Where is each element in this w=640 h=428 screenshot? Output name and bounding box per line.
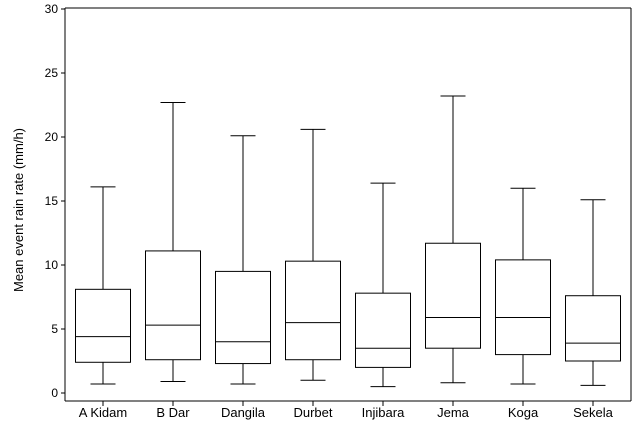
y-tick-label: 25 (45, 66, 59, 80)
iqr-box (145, 250, 201, 361)
box-sekela (565, 199, 621, 386)
box-jema (425, 95, 481, 384)
iqr-box (355, 292, 411, 368)
iqr-box (495, 259, 551, 356)
x-tick-label: Sekela (573, 405, 614, 420)
x-tick-label: A Kidam (79, 405, 127, 420)
box-injibara (355, 182, 411, 388)
box-dangila (215, 135, 271, 385)
box-a-kidam (75, 186, 131, 385)
x-tick-label: Dangila (221, 405, 266, 420)
y-tick-label: 15 (45, 194, 59, 208)
x-tick-label: Koga (508, 405, 539, 420)
x-tick-label: Jema (437, 405, 470, 420)
box-durbet (285, 128, 341, 381)
iqr-box (215, 270, 271, 365)
boxes-group (75, 95, 621, 388)
iqr-box (425, 242, 481, 349)
x-tick-label: Injibara (362, 405, 405, 420)
y-axis-label: Mean event rain rate (mm/h) (11, 128, 26, 292)
iqr-box (565, 295, 621, 362)
y-tick-label: 0 (51, 386, 58, 400)
y-tick-label: 10 (45, 258, 59, 272)
x-tick-label: B Dar (156, 405, 190, 420)
x-axis: A Kidam B Dar Dangila Durbet Injibara Jema Kog… (79, 401, 614, 420)
x-tick-label: Durbet (293, 405, 332, 420)
iqr-box (75, 288, 131, 363)
y-tick-label: 20 (45, 130, 59, 144)
iqr-box (285, 260, 341, 361)
box-koga (495, 187, 551, 385)
y-axis: 0 5 10 15 20 25 30 (45, 2, 65, 400)
y-tick-label: 5 (51, 322, 58, 336)
box-b-dar (145, 101, 201, 382)
y-tick-label: 30 (45, 2, 59, 16)
